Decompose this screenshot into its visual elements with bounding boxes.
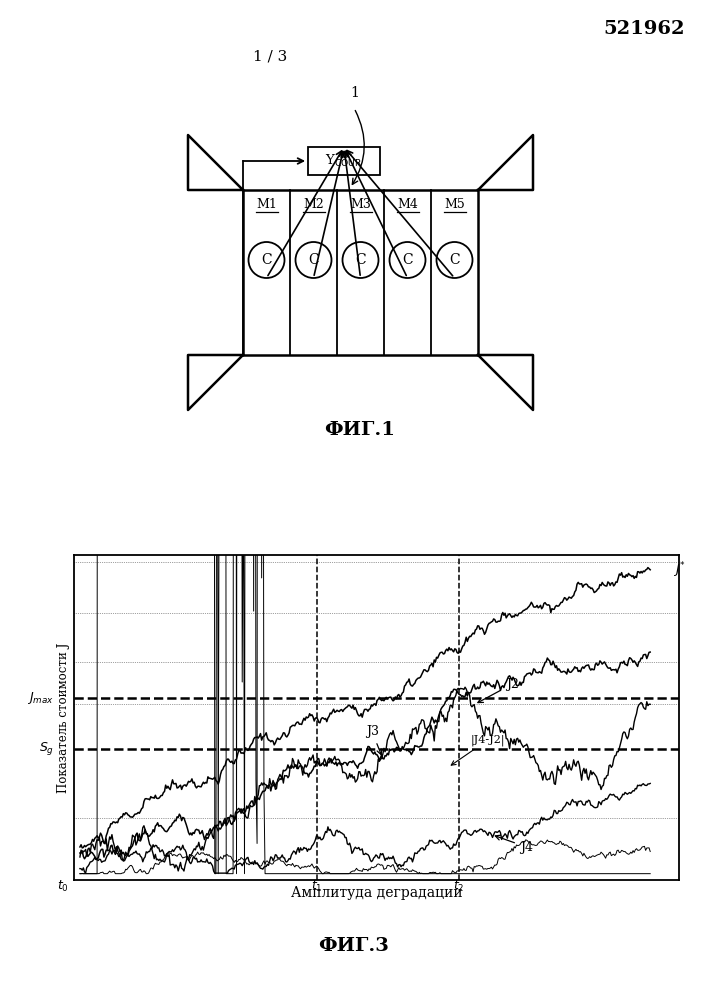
Text: J2: J2: [478, 678, 518, 703]
Text: C: C: [449, 253, 460, 267]
Polygon shape: [478, 355, 533, 410]
Polygon shape: [188, 135, 243, 190]
Circle shape: [342, 242, 378, 278]
Text: ФИГ.1: ФИГ.1: [325, 421, 395, 439]
Text: C: C: [261, 253, 271, 267]
Text: $J^{*}$: $J^{*}$: [673, 560, 686, 580]
Circle shape: [390, 242, 426, 278]
Polygon shape: [478, 135, 533, 190]
Text: $S_g$: $S_g$: [39, 740, 54, 757]
Y-axis label: Показатель стоимости J: Показатель стоимости J: [57, 642, 70, 793]
Text: C: C: [355, 253, 366, 267]
Text: $t_2$: $t_2$: [453, 879, 465, 894]
Text: Y$_{\rm COUR}$: Y$_{\rm COUR}$: [325, 153, 363, 169]
Text: $J_{max}$: $J_{max}$: [28, 690, 54, 706]
Text: M3: M3: [350, 198, 371, 212]
Text: M2: M2: [303, 198, 324, 212]
Circle shape: [436, 242, 472, 278]
Text: M5: M5: [444, 198, 465, 212]
Polygon shape: [188, 355, 243, 410]
Text: C: C: [402, 253, 413, 267]
X-axis label: Амплитуда деградации: Амплитуда деградации: [291, 886, 462, 900]
Text: 1: 1: [351, 86, 359, 100]
Text: $t_1$: $t_1$: [311, 879, 322, 894]
Text: $t_0$: $t_0$: [57, 879, 69, 894]
Text: J3: J3: [366, 725, 382, 755]
Bar: [243, 190, 478, 355]
Text: J4: J4: [496, 835, 533, 854]
Text: |J4-J2|: |J4-J2|: [451, 734, 506, 765]
Text: 1 / 3: 1 / 3: [253, 50, 287, 64]
Text: 521962: 521962: [604, 20, 685, 38]
Text: ФИГ.3: ФИГ.3: [318, 937, 389, 955]
Text: M1: M1: [256, 198, 277, 212]
Text: C: C: [308, 253, 319, 267]
Text: M4: M4: [397, 198, 418, 212]
Circle shape: [248, 242, 284, 278]
Circle shape: [296, 242, 332, 278]
Bar: [308, 147, 380, 175]
